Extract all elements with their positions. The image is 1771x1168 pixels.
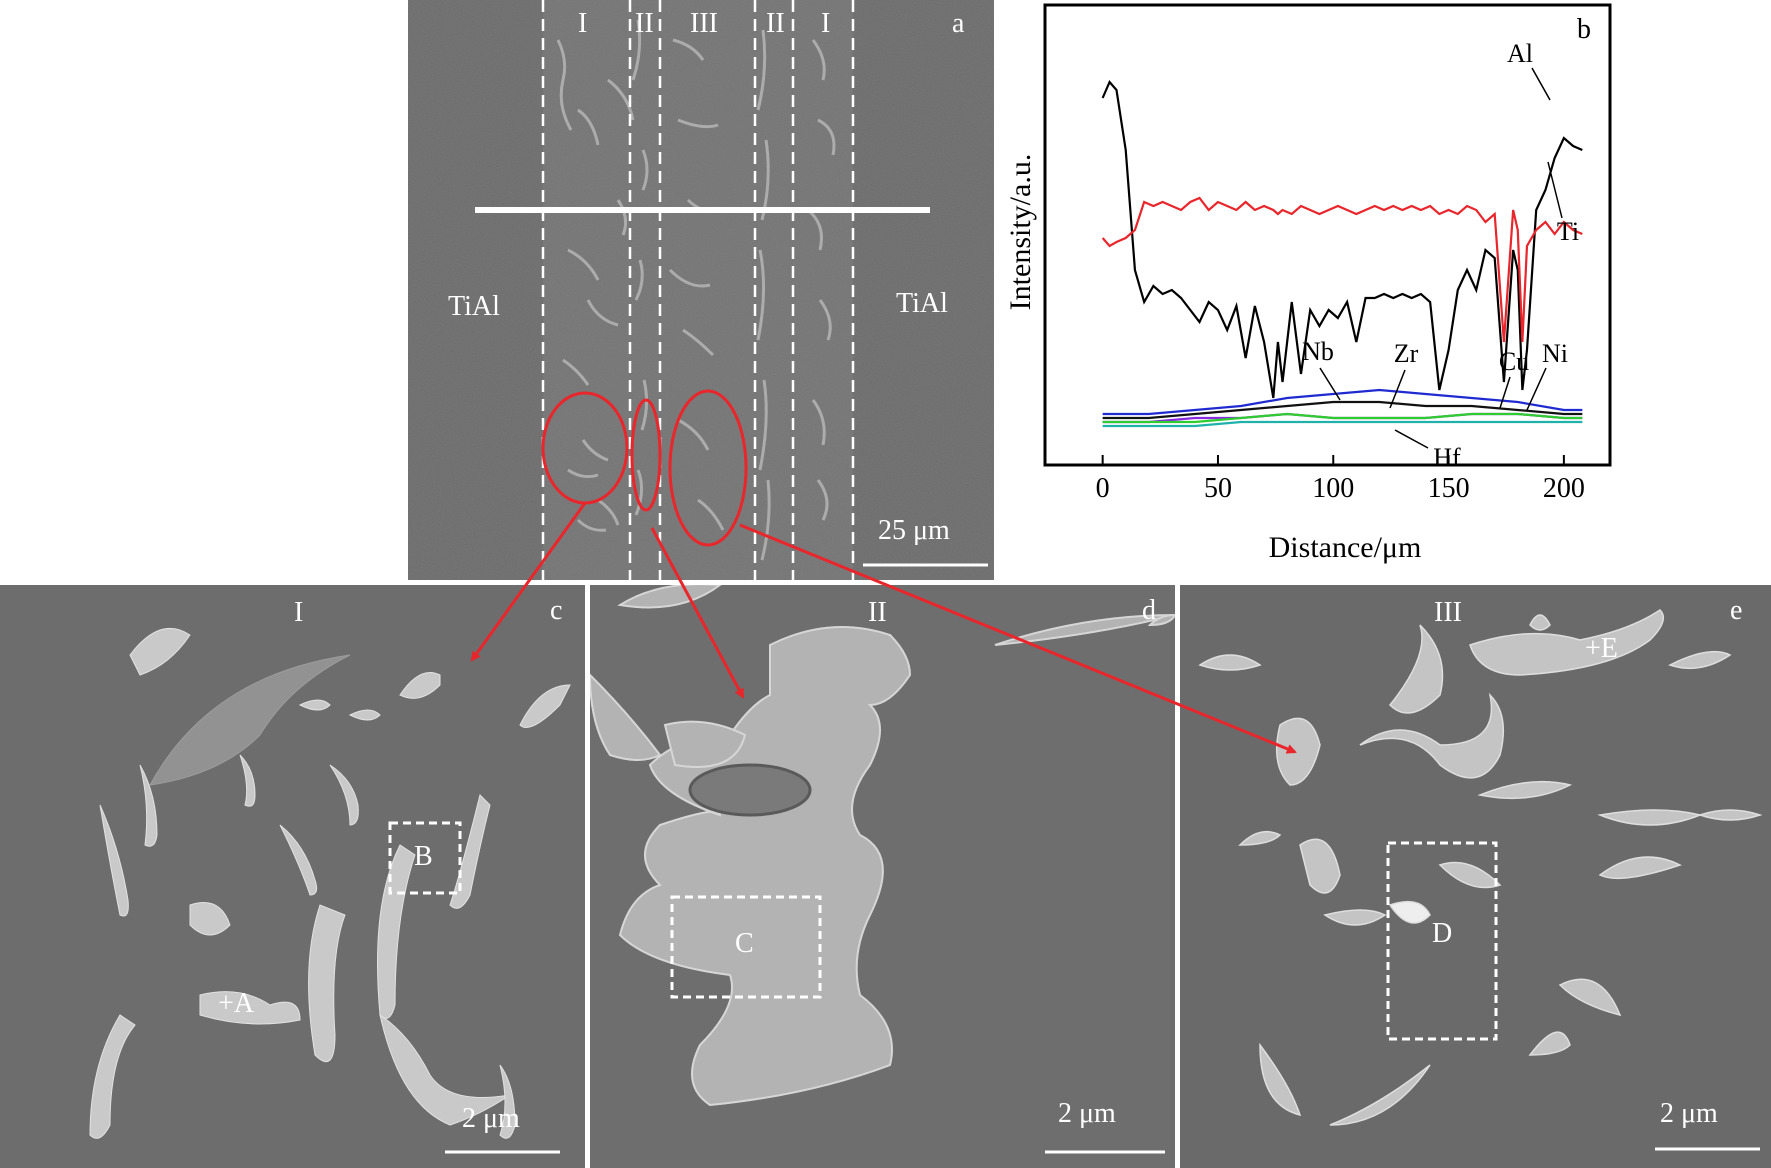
series-line-al bbox=[1101, 79, 1583, 399]
series-label-zr: Zr bbox=[1394, 339, 1419, 368]
material-label-left: TiAl bbox=[448, 291, 500, 322]
series-line-hf bbox=[1102, 420, 1583, 428]
box-label-b: B bbox=[414, 841, 433, 872]
panel-letter-b: b bbox=[1577, 14, 1591, 45]
sem-panel-a: a I II III II I TiAl TiAl 25 μm bbox=[408, 0, 994, 580]
series-lines bbox=[1101, 79, 1583, 428]
scale-bar-d-label: 2 μm bbox=[1058, 1098, 1116, 1129]
zone-label-d: II bbox=[868, 597, 887, 628]
analysis-box-b bbox=[388, 821, 462, 895]
scale-bar-e-label: 2 μm bbox=[1660, 1098, 1718, 1129]
series-label-ti: Ti bbox=[1557, 217, 1579, 246]
series-line-nb bbox=[1102, 388, 1583, 416]
series-label-ni: Ni bbox=[1542, 339, 1568, 368]
zone-label-4: II bbox=[766, 8, 785, 39]
panel-letter-c: c bbox=[550, 595, 563, 626]
scale-bar-c-label: 2 μm bbox=[462, 1103, 520, 1134]
sem-panel-d-graphic bbox=[590, 585, 1175, 1168]
series-label-hf: Hf bbox=[1433, 443, 1461, 472]
scale-bar-a-label: 25 μm bbox=[878, 515, 950, 546]
sem-panel-e: e III +E D 2 μm bbox=[1180, 585, 1771, 1168]
x-axis-ticks: 0 50 100 150 200 bbox=[1096, 455, 1585, 504]
x-tick-label: 200 bbox=[1543, 473, 1585, 504]
sem-panel-a-graphic bbox=[408, 0, 994, 580]
box-label-d: D bbox=[1432, 918, 1453, 949]
precipitates-c bbox=[89, 627, 571, 1139]
zone-label-3: III bbox=[690, 8, 718, 39]
panel-letter-e: e bbox=[1730, 595, 1743, 626]
sem-panel-c-graphic bbox=[0, 585, 585, 1168]
chart-panel-b: 0 50 100 150 200 b Distance/μm Intensity/a.u… bbox=[1000, 0, 1620, 575]
zone-label-e: III bbox=[1434, 597, 1462, 628]
zone-label-1: I bbox=[578, 8, 588, 39]
sem-panel-d: d II C 2 μm bbox=[590, 585, 1175, 1168]
x-tick-label: 100 bbox=[1312, 473, 1354, 504]
x-tick-label: 50 bbox=[1204, 473, 1232, 504]
zone-label-2: II bbox=[635, 8, 654, 39]
point-label-e: +E bbox=[1585, 633, 1618, 664]
panel-letter-a: a bbox=[952, 8, 965, 39]
zone-label-c: I bbox=[294, 597, 304, 628]
series-line-ti bbox=[1101, 196, 1583, 343]
series-label-al: Al bbox=[1507, 39, 1533, 68]
analysis-box-d bbox=[1386, 841, 1498, 1041]
x-tick-label: 150 bbox=[1428, 473, 1470, 504]
sem-panel-c: c I +A B 2 μm bbox=[0, 585, 585, 1168]
series-line-zr bbox=[1102, 400, 1583, 420]
zone-label-5: I bbox=[821, 8, 831, 39]
pore bbox=[688, 763, 812, 817]
label-leader-lines bbox=[1319, 67, 1563, 449]
box-label-c: C bbox=[735, 928, 754, 959]
series-label-cu: Cu bbox=[1499, 347, 1529, 376]
precipitate-network bbox=[556, 19, 836, 561]
x-axis-label: Distance/μm bbox=[1269, 531, 1422, 564]
analysis-box-c bbox=[670, 895, 822, 999]
series-line-ni bbox=[1102, 412, 1583, 424]
y-axis-label: Intensity/a.u. bbox=[1004, 154, 1037, 311]
zone-boundaries bbox=[541, 0, 855, 580]
sem-panel-e-graphic bbox=[1180, 585, 1771, 1168]
line-scan-chart: 0 50 100 150 200 b Distance/μm Intensity/a.u… bbox=[1004, 3, 1612, 564]
series-label-nb: Nb bbox=[1302, 337, 1334, 366]
point-label-a: +A bbox=[218, 988, 255, 1019]
panel-letter-d: d bbox=[1142, 595, 1156, 626]
precipitates-e bbox=[1198, 609, 1763, 1126]
material-label-right: TiAl bbox=[896, 288, 948, 319]
x-tick-label: 0 bbox=[1096, 473, 1110, 504]
plot-frame bbox=[1043, 3, 1612, 467]
